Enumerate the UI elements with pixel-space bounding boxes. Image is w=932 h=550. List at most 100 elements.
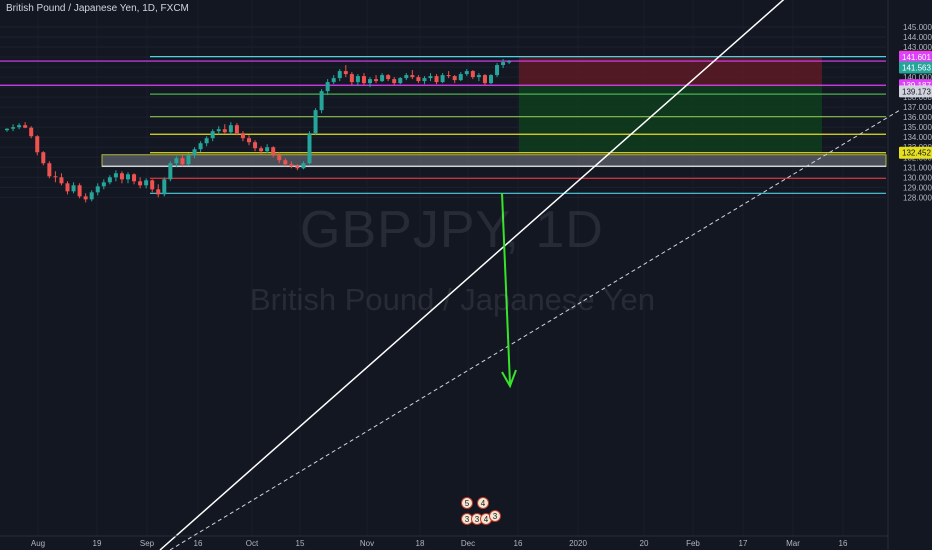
candle-body [204,138,209,144]
time-tick-label: 19 [93,539,102,548]
candle-layer [5,59,512,203]
trendline-solid [159,0,785,550]
candle-body [325,82,330,92]
price-tick-label: 144.000 [903,33,932,42]
time-tick-label: Feb [686,539,700,548]
event-marker-label: 3 [465,515,470,524]
candle-body [277,155,282,161]
time-tick-label: 16 [194,539,203,548]
candle-body [83,196,88,200]
candle-body [283,160,288,165]
event-marker [477,497,489,509]
event-marker-label: 4 [484,515,489,524]
candle-body [17,125,22,128]
price-tick-label: 143.000 [903,43,932,52]
time-tick-label: Mar [786,539,800,548]
candle-body [380,75,385,82]
candle-body [489,75,493,84]
price-badge-label: 132.452 [902,149,931,158]
candle-body [349,74,354,83]
candle-body [119,173,124,180]
candle-body [295,166,300,169]
zone-layer [101,56,887,167]
candle-body [428,76,433,79]
price-tick-label: 137.000 [903,103,932,112]
time-tick-label: 15 [296,539,305,548]
candle-body [126,174,130,180]
event-marker-label: 4 [481,499,486,508]
candle-body [228,125,233,133]
trendline-dashed [169,109,901,550]
candle-body [138,181,143,186]
candle-body [41,152,46,164]
candle-body [458,74,463,81]
time-tick-label: 2020 [569,539,587,548]
price-tick-label: 140.000 [903,73,932,82]
price-badge-label: 139.173 [902,87,931,96]
price-tick-label: 145.000 [903,23,932,32]
arrow-layer [501,192,517,389]
candle-body [107,177,112,183]
time-tick-label: 16 [514,539,523,548]
price-badge [899,61,932,74]
time-tick-label: Dec [461,539,475,548]
candle-body [422,78,427,82]
symbol-watermark: GBPJPY, 1D [300,201,604,259]
candle-body [343,71,348,75]
price-tick-label: 136.000 [903,113,932,122]
candle-body [337,71,342,79]
price-badge [899,51,932,64]
candle-body [247,138,251,143]
candle-body [446,75,451,77]
candle-body [53,176,58,178]
candle-body [192,149,197,156]
price-badge [899,85,932,98]
time-tick-label: 16 [839,539,848,548]
candle-body [416,77,421,82]
candle-body [386,75,391,80]
candle-body [410,75,415,78]
candle-body [289,164,294,167]
candle-body [35,136,40,153]
price-badge-label: 141.563 [902,63,931,72]
price-tick-label: 134.000 [903,133,932,142]
event-marker-label: 3 [493,512,498,521]
candle-body [259,148,264,152]
candle-body [495,65,500,76]
time-tick-label: Nov [360,539,374,548]
candle-body [404,75,409,79]
price-tick-label: 129.000 [903,183,932,192]
event-layer: 5 43 3 4 3 [461,497,501,525]
candle-body [271,147,276,156]
candle-body [168,163,173,180]
candle-body [101,182,106,187]
event-marker [461,497,473,509]
candle-body [476,75,481,78]
candle-body [440,75,445,83]
candle-body [361,76,366,84]
price-tick-label: 130.000 [903,173,932,182]
candle-body [253,142,258,149]
candle-body [265,147,270,152]
candle-body [319,91,324,111]
candle-body [5,128,9,131]
candle-body [331,78,336,83]
candle-body [113,173,118,178]
price-tick-label: 128.000 [903,193,932,202]
time-tick-label: Oct [246,539,259,548]
price-tick-label: 138.000 [903,93,932,102]
candle-body [392,79,397,84]
candle-body [301,163,306,169]
candle-body [11,127,16,129]
candle-body [240,133,245,139]
candle-body [368,79,372,84]
candle-body [174,158,179,164]
projection-arrow [501,192,511,385]
description-watermark: British Pound / Japanese Yen [250,282,656,317]
projection-arrow-head [501,369,517,389]
price-tick-label: 131.000 [903,163,932,172]
trend-layer [159,0,901,550]
